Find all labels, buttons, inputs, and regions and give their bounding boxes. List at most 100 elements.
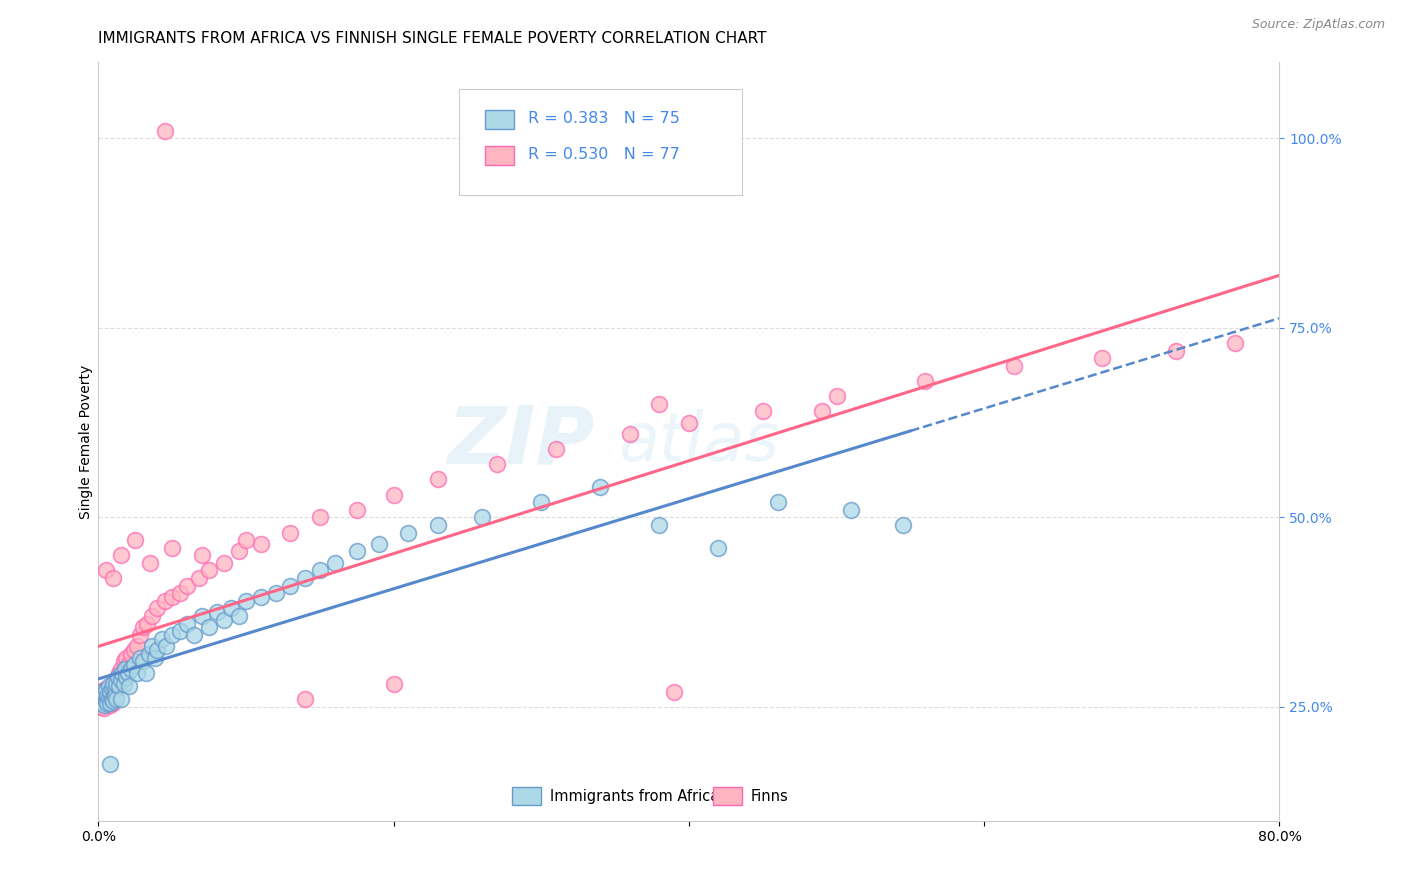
Point bbox=[91, 692, 114, 706]
Point bbox=[825, 389, 848, 403]
Point bbox=[143, 650, 166, 665]
Point bbox=[228, 609, 250, 624]
Point bbox=[105, 677, 128, 691]
Point bbox=[103, 696, 125, 710]
Point bbox=[90, 699, 112, 714]
Point bbox=[96, 698, 118, 713]
Point bbox=[187, 571, 209, 585]
Point bbox=[98, 685, 121, 699]
Point bbox=[117, 658, 139, 673]
Point bbox=[110, 662, 132, 676]
Text: R = 0.530   N = 77: R = 0.530 N = 77 bbox=[529, 147, 681, 162]
Point bbox=[98, 756, 121, 771]
Point bbox=[132, 655, 155, 669]
Point bbox=[138, 647, 160, 661]
Point bbox=[427, 517, 450, 532]
Point bbox=[486, 458, 509, 472]
Point bbox=[235, 594, 257, 608]
Point bbox=[589, 480, 612, 494]
Point bbox=[111, 669, 134, 684]
Point bbox=[398, 525, 420, 540]
Point bbox=[212, 556, 235, 570]
Point bbox=[162, 628, 183, 642]
FancyBboxPatch shape bbox=[485, 146, 515, 165]
Point bbox=[97, 681, 120, 695]
Point bbox=[104, 689, 127, 703]
Point bbox=[108, 665, 131, 680]
Point bbox=[346, 544, 368, 558]
FancyBboxPatch shape bbox=[512, 787, 541, 805]
Point bbox=[205, 605, 228, 619]
Point bbox=[212, 613, 235, 627]
Point bbox=[146, 643, 169, 657]
Point bbox=[752, 404, 775, 418]
Point bbox=[115, 650, 138, 665]
Point bbox=[110, 673, 132, 688]
Point bbox=[891, 517, 914, 532]
Point bbox=[100, 681, 122, 695]
Point bbox=[191, 609, 214, 624]
Point bbox=[103, 571, 125, 585]
Point bbox=[368, 537, 391, 551]
Point bbox=[108, 679, 131, 693]
Point bbox=[176, 616, 198, 631]
Point bbox=[96, 692, 118, 706]
Point bbox=[103, 694, 125, 708]
Point bbox=[530, 495, 553, 509]
Point bbox=[221, 601, 243, 615]
Point bbox=[136, 616, 159, 631]
Point bbox=[100, 692, 122, 706]
Text: ZIP: ZIP bbox=[447, 402, 595, 481]
Point bbox=[112, 677, 135, 691]
Point bbox=[648, 517, 671, 532]
Point bbox=[132, 620, 155, 634]
Point bbox=[115, 669, 138, 684]
Point bbox=[139, 556, 162, 570]
Point bbox=[346, 503, 368, 517]
Point bbox=[135, 665, 157, 680]
Point bbox=[114, 665, 136, 680]
Y-axis label: Single Female Poverty: Single Female Poverty bbox=[79, 365, 93, 518]
Point bbox=[382, 677, 405, 691]
Point bbox=[1166, 343, 1188, 358]
Point bbox=[169, 624, 191, 639]
Point bbox=[141, 609, 163, 624]
Point bbox=[162, 541, 183, 555]
Point bbox=[94, 696, 117, 710]
Point bbox=[120, 662, 142, 676]
Point bbox=[235, 533, 257, 548]
Point bbox=[93, 689, 115, 703]
Text: atlas: atlas bbox=[619, 409, 779, 475]
Point bbox=[198, 564, 221, 578]
Point bbox=[98, 698, 121, 713]
Point bbox=[107, 673, 129, 688]
Point bbox=[94, 685, 117, 699]
Point bbox=[98, 686, 121, 700]
FancyBboxPatch shape bbox=[458, 89, 742, 195]
Point bbox=[103, 677, 125, 691]
Point bbox=[125, 665, 148, 680]
Point bbox=[100, 683, 122, 698]
Point bbox=[150, 632, 173, 646]
Point bbox=[104, 681, 127, 695]
Point bbox=[118, 679, 141, 693]
Point bbox=[110, 692, 132, 706]
Point bbox=[89, 689, 111, 703]
Point bbox=[707, 541, 730, 555]
Point bbox=[294, 692, 316, 706]
Point bbox=[155, 639, 177, 653]
Point bbox=[1002, 359, 1025, 373]
Point bbox=[294, 571, 316, 585]
Point bbox=[323, 556, 346, 570]
Point bbox=[619, 427, 641, 442]
Point bbox=[104, 673, 127, 688]
Point bbox=[111, 665, 134, 680]
Point bbox=[97, 679, 120, 693]
Point bbox=[94, 564, 117, 578]
Point bbox=[94, 683, 117, 698]
Point bbox=[183, 628, 205, 642]
Point bbox=[309, 564, 332, 578]
Point bbox=[89, 692, 111, 706]
Point bbox=[250, 537, 273, 551]
Point bbox=[93, 686, 115, 700]
